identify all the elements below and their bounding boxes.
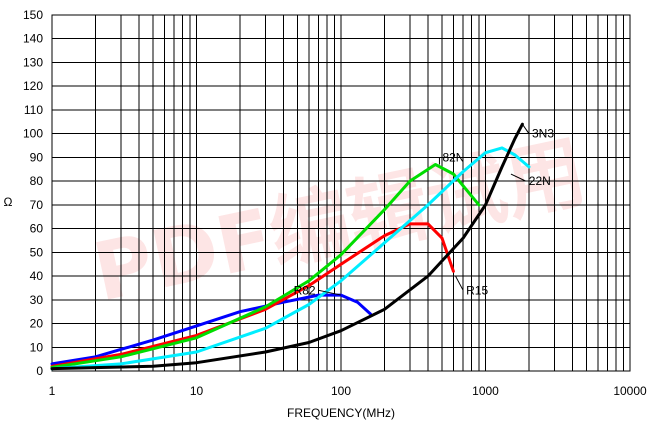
- x-tick-label: 1000: [472, 384, 499, 398]
- y-tick-label: 50: [30, 245, 44, 259]
- y-tick-label: 30: [30, 293, 44, 307]
- y-tick-label: 150: [23, 8, 43, 22]
- series-line-3n3: [50, 122, 524, 371]
- y-tick-label: 20: [30, 317, 44, 331]
- y-tick-label: 10: [30, 340, 44, 354]
- series-lines: [50, 122, 531, 371]
- series-line-r15: [50, 222, 455, 368]
- series-line-22n: [50, 146, 531, 371]
- y-tick-label: 140: [23, 32, 43, 46]
- x-axis-title: FREQUENCY(MHz): [287, 406, 395, 420]
- y-tick-label: 90: [30, 150, 44, 164]
- y-tick-label: 70: [30, 198, 44, 212]
- series-labels: R82 R15 82N 22N 3N3: [294, 123, 554, 297]
- y-axis-ticks: 0 10 20 30 40 50 60 70 80 90 100 110 120 130 140 150: [23, 8, 43, 378]
- series-label-22n: 22N: [529, 174, 551, 188]
- series-label-82n: 82N: [442, 150, 464, 164]
- y-tick-label: 40: [30, 269, 44, 283]
- y-tick-label: 100: [23, 127, 43, 141]
- y-tick-label: 60: [30, 222, 44, 236]
- x-tick-label: 10000: [613, 384, 647, 398]
- x-tick-label: 1: [49, 384, 56, 398]
- x-tick-label: 10: [190, 384, 204, 398]
- label-leader-line: [521, 123, 530, 134]
- watermark-text: PDF编辑试用: [86, 125, 594, 320]
- y-axis-title: Ω: [4, 195, 13, 209]
- label-leader-line: [318, 289, 342, 296]
- y-tick-label: 0: [36, 364, 43, 378]
- x-axis-ticks: 1 10 100 1000 10000: [49, 384, 647, 398]
- series-label-r82: R82: [294, 283, 316, 297]
- plot-frame: [51, 14, 631, 372]
- series-line-82n: [50, 163, 481, 369]
- watermark: PDF编辑试用: [86, 125, 594, 320]
- x-tick-label: 100: [331, 384, 351, 398]
- y-tick-label: 120: [23, 79, 43, 93]
- y-tick-label: 80: [30, 174, 44, 188]
- label-leader-line: [510, 173, 526, 182]
- y-tick-label: 110: [24, 103, 43, 117]
- y-tick-label: 130: [23, 55, 43, 69]
- series-label-3n3: 3N3: [532, 127, 554, 141]
- series-label-r15: R15: [466, 283, 488, 297]
- label-leader-line: [455, 275, 464, 291]
- grid: [51, 14, 630, 372]
